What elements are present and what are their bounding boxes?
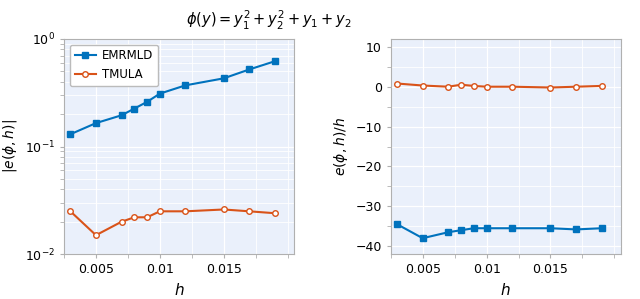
- EMRMLD: [271, 60, 279, 63]
- TMULA: [271, 211, 279, 215]
- TMULA: [182, 210, 189, 213]
- EMRMLD: [246, 68, 253, 71]
- Line: TMULA: TMULA: [68, 207, 278, 238]
- Y-axis label: $e(\phi, h)/h$: $e(\phi, h)/h$: [332, 117, 349, 176]
- Text: $\phi(y) = y_1^2 + y_2^2 + y_1 + y_2$: $\phi(y) = y_1^2 + y_2^2 + y_1 + y_2$: [186, 9, 352, 32]
- EMRMLD: [131, 107, 138, 110]
- Line: EMRMLD: EMRMLD: [68, 58, 278, 137]
- EMRMLD: [156, 92, 164, 95]
- TMULA: [67, 210, 74, 213]
- TMULA: [156, 210, 164, 213]
- X-axis label: $h$: $h$: [500, 282, 511, 298]
- Legend: EMRMLD, TMULA: EMRMLD, TMULA: [70, 45, 158, 86]
- TMULA: [246, 210, 253, 213]
- TMULA: [92, 234, 100, 237]
- EMRMLD: [182, 83, 189, 87]
- EMRMLD: [92, 121, 100, 125]
- EMRMLD: [118, 114, 125, 117]
- TMULA: [131, 216, 138, 219]
- TMULA: [143, 216, 151, 219]
- X-axis label: $h$: $h$: [173, 282, 184, 298]
- EMRMLD: [67, 132, 74, 136]
- TMULA: [118, 220, 125, 224]
- Y-axis label: $|e(\phi, h)|$: $|e(\phi, h)|$: [1, 120, 19, 173]
- EMRMLD: [143, 100, 151, 104]
- TMULA: [220, 208, 228, 211]
- EMRMLD: [220, 77, 228, 80]
